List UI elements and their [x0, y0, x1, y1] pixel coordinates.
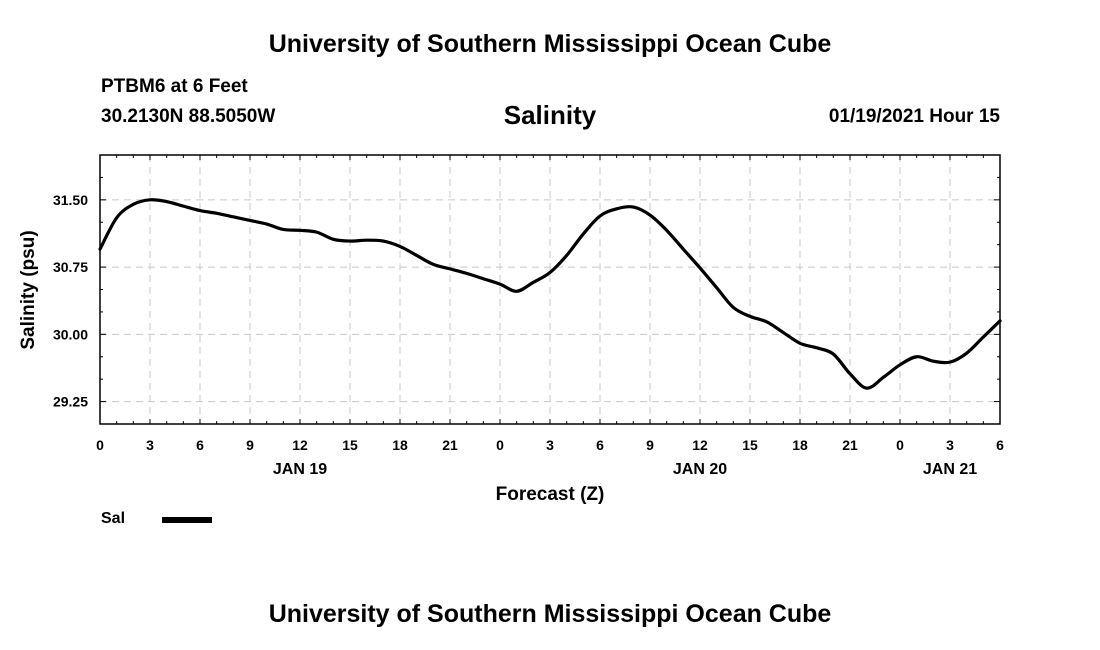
x-tick-label: 21	[842, 437, 858, 453]
x-tick-label: 12	[292, 437, 308, 453]
data-point	[615, 207, 618, 210]
date-label: JAN 21	[923, 461, 977, 478]
org-title-top: University of Southern Mississippi Ocean…	[268, 30, 832, 58]
data-point	[215, 212, 218, 215]
x-tick-label: 0	[896, 437, 904, 453]
x-tick-label: 15	[742, 437, 758, 453]
data-point	[882, 376, 885, 379]
x-tick-label: 9	[646, 437, 654, 453]
grid-lines	[100, 155, 1000, 424]
data-point	[582, 232, 585, 236]
x-axis-label: Forecast (Z)	[496, 484, 605, 505]
data-point	[515, 290, 518, 293]
data-point	[982, 335, 985, 339]
x-tick-label: 0	[96, 437, 104, 453]
data-point	[115, 216, 118, 219]
x-tick-label: 6	[596, 437, 604, 453]
x-tick-label: 6	[996, 437, 1004, 453]
data-point	[665, 229, 668, 232]
chart-title: Salinity	[503, 100, 597, 130]
data-point	[915, 355, 918, 358]
data-point	[382, 239, 385, 243]
data-point	[565, 254, 568, 257]
data-point	[182, 204, 185, 208]
data-point	[315, 230, 318, 234]
x-tick-label: 3	[546, 437, 554, 453]
x-tick-label: 3	[146, 437, 154, 453]
data-point	[398, 245, 402, 248]
data-point	[198, 209, 202, 212]
data-point	[965, 351, 968, 355]
data-point	[715, 286, 718, 289]
legend-swatch	[162, 517, 212, 523]
data-point	[632, 205, 635, 209]
forecast-timestamp: 01/19/2021 Hour 15	[828, 106, 1000, 127]
x-axis-ticks: 0 3 6 9 12 15 18 21 0 3 6 9 12 15 18 21 0 3 6 JAN 19 JAN 20 J…	[96, 155, 1004, 478]
data-point	[698, 266, 702, 270]
data-point	[815, 346, 818, 349]
data-point	[132, 203, 135, 206]
date-label: JAN 19	[273, 461, 327, 478]
data-point	[532, 281, 535, 284]
data-point	[832, 352, 835, 356]
data-point	[732, 306, 735, 309]
x-tick-label: 3	[946, 437, 954, 453]
data-point	[348, 239, 352, 243]
org-title-bottom: University of Southern Mississippi Ocean…	[268, 600, 832, 628]
coordinates-label: 30.2130N 88.5050W	[101, 106, 276, 127]
data-point	[365, 238, 368, 242]
x-tick-label: 18	[392, 437, 408, 453]
y-tick-label: 31.50	[53, 192, 88, 208]
date-label: JAN 20	[673, 461, 727, 478]
y-tick-label: 29.25	[53, 394, 88, 410]
data-point	[332, 238, 335, 241]
data-point	[598, 214, 602, 218]
data-point	[148, 198, 152, 202]
data-point	[432, 263, 435, 266]
data-point	[282, 228, 285, 231]
data-point	[498, 282, 502, 286]
data-point	[548, 271, 552, 274]
x-tick-label: 18	[792, 437, 808, 453]
data-point	[465, 272, 468, 275]
data-point	[415, 254, 418, 257]
x-tick-label: 21	[442, 437, 458, 453]
y-tick-label: 30.00	[53, 326, 88, 342]
data-point	[265, 222, 268, 226]
data-point	[765, 320, 768, 323]
x-tick-label: 12	[692, 437, 708, 453]
data-point	[782, 331, 785, 334]
data-point	[648, 213, 652, 217]
y-tick-label: 30.75	[53, 259, 88, 275]
data-point	[248, 219, 252, 222]
data-point	[165, 200, 168, 203]
data-point	[848, 372, 852, 375]
data-point	[748, 315, 752, 318]
data-point	[482, 277, 485, 280]
data-point	[865, 386, 868, 390]
x-tick-label: 6	[196, 437, 204, 453]
data-point	[298, 229, 302, 232]
x-tick-label: 15	[342, 437, 358, 453]
data-point	[898, 363, 902, 367]
station-label: PTBM6 at 6 Feet	[101, 76, 248, 97]
data-point	[948, 360, 952, 364]
x-tick-label: 9	[246, 437, 254, 453]
legend-label: Sal	[101, 510, 126, 527]
data-point	[682, 247, 685, 251]
data-point	[798, 342, 802, 345]
data-point	[448, 267, 452, 271]
x-tick-label: 0	[496, 437, 504, 453]
y-axis-label: Salinity (psu)	[18, 230, 39, 349]
data-point	[232, 215, 235, 219]
y-axis-ticks: 29.25 30.00 30.75 31.50	[53, 154, 1000, 425]
data-point	[932, 360, 935, 363]
